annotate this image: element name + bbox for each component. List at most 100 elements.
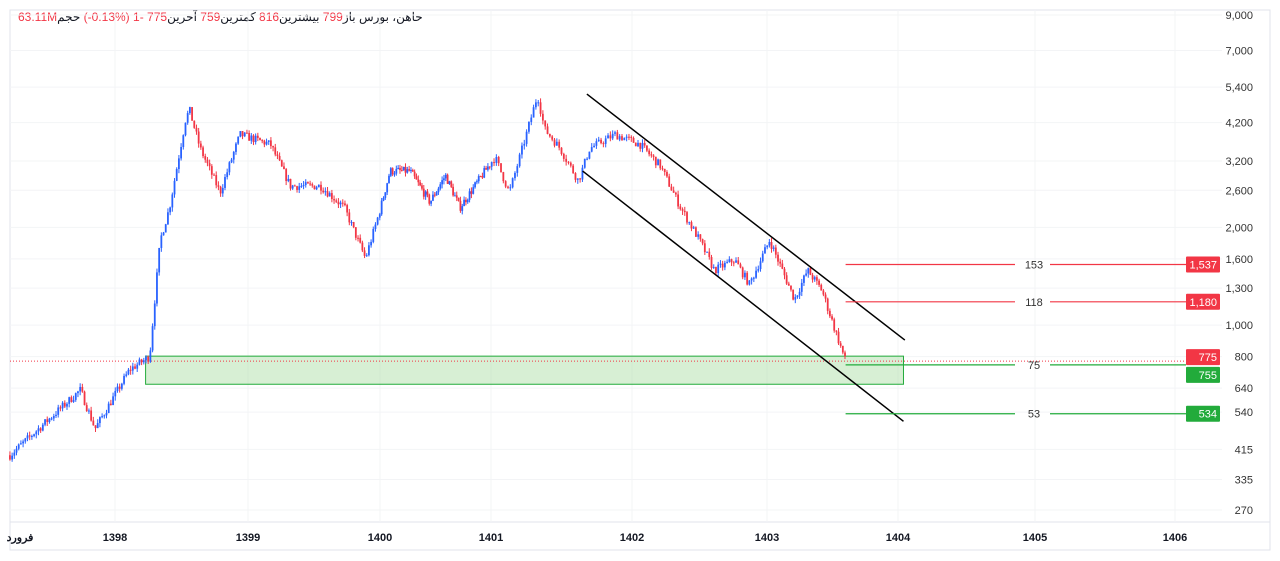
candle-body — [243, 132, 246, 137]
candle-body — [411, 169, 414, 172]
candle-body — [692, 227, 695, 229]
candle-body — [639, 142, 642, 149]
candle-body — [648, 150, 651, 155]
candle-body — [737, 260, 740, 265]
candle-body — [761, 253, 764, 262]
candle-body — [465, 199, 467, 203]
candle-body — [46, 419, 49, 423]
candle-body — [354, 227, 357, 238]
candle-body — [276, 154, 279, 156]
candle-body — [402, 166, 405, 171]
candle-body — [790, 285, 792, 290]
candle-body — [586, 158, 588, 160]
candle-body — [604, 138, 607, 144]
candle-body — [186, 113, 189, 123]
candle-body — [85, 405, 88, 411]
candle-body — [623, 137, 626, 141]
candle-body — [574, 173, 577, 180]
x-tick-label: 1402 — [620, 532, 644, 544]
candle-body — [679, 206, 682, 210]
x-tick-label: 1399 — [236, 532, 260, 544]
candle-body — [583, 158, 586, 168]
candle-body — [739, 264, 742, 268]
candle-body — [490, 162, 493, 167]
candle-body — [634, 142, 637, 147]
candle-body — [457, 197, 460, 201]
candle-body — [96, 423, 99, 429]
candle-body — [52, 416, 55, 419]
candle-body — [824, 294, 827, 299]
candle-body — [391, 168, 394, 175]
candle-body — [446, 174, 449, 184]
candle-body — [248, 132, 251, 141]
candle-body — [435, 192, 438, 196]
candle-body — [109, 403, 112, 406]
candle-body — [509, 187, 512, 189]
candle-body — [230, 159, 233, 163]
candle-body — [800, 282, 803, 292]
candle-body — [372, 228, 375, 242]
candle-body — [173, 180, 176, 195]
candle-body — [652, 155, 655, 157]
candle-body — [766, 245, 769, 248]
candle-body — [219, 186, 222, 194]
candle-body — [254, 135, 257, 143]
candle-body — [208, 163, 211, 167]
candle-body — [732, 262, 735, 264]
candle-body — [365, 255, 368, 257]
candle-body — [293, 185, 296, 187]
candle-body — [455, 195, 458, 198]
x-tick-label: 1400 — [368, 532, 392, 544]
candle-body — [127, 369, 130, 375]
candle-body — [628, 136, 630, 138]
candle-body — [285, 169, 288, 182]
candle-body — [785, 275, 788, 284]
y-tick-label: 800 — [1235, 352, 1253, 364]
level-text: 118 — [1025, 297, 1043, 309]
candle-body — [328, 193, 331, 197]
candle-body — [602, 143, 605, 145]
candle-body — [48, 418, 51, 423]
candle-body — [681, 209, 684, 211]
candle-body — [114, 390, 117, 397]
candle-body — [811, 274, 814, 280]
candle-body — [72, 399, 75, 402]
candle-body — [466, 199, 469, 203]
candle-body — [30, 435, 33, 437]
candle-body — [546, 126, 549, 134]
candle-body — [535, 102, 537, 108]
candle-body — [107, 403, 110, 414]
candle-body — [408, 169, 411, 171]
candle-body — [63, 402, 66, 407]
candle-body — [787, 283, 790, 286]
candle-body — [514, 172, 516, 179]
candle-body — [226, 172, 229, 178]
candle-body — [595, 141, 598, 146]
candle-body — [463, 199, 465, 207]
candle-body — [417, 179, 420, 183]
candle-body — [565, 158, 568, 162]
y-tick-label: 5,400 — [1225, 82, 1253, 94]
candle-body — [272, 146, 274, 148]
candle-body — [232, 151, 235, 160]
candle-body — [175, 169, 178, 181]
candle-body — [291, 185, 294, 189]
candle-body — [313, 185, 316, 190]
candle-body — [164, 224, 167, 233]
candle-body — [105, 413, 108, 416]
candle-body — [298, 186, 301, 190]
candle-body — [774, 247, 777, 255]
candle-body — [430, 200, 433, 204]
candle-body — [395, 168, 398, 174]
candle-body — [504, 181, 507, 187]
candle-body — [472, 187, 475, 194]
candle-body — [11, 455, 14, 460]
candle-body — [289, 178, 292, 189]
candle-body — [261, 140, 264, 142]
candle-body — [57, 407, 60, 415]
level-price-badge: 1,180 — [1189, 297, 1217, 309]
candle-body — [278, 155, 281, 161]
candle-body — [485, 168, 487, 170]
